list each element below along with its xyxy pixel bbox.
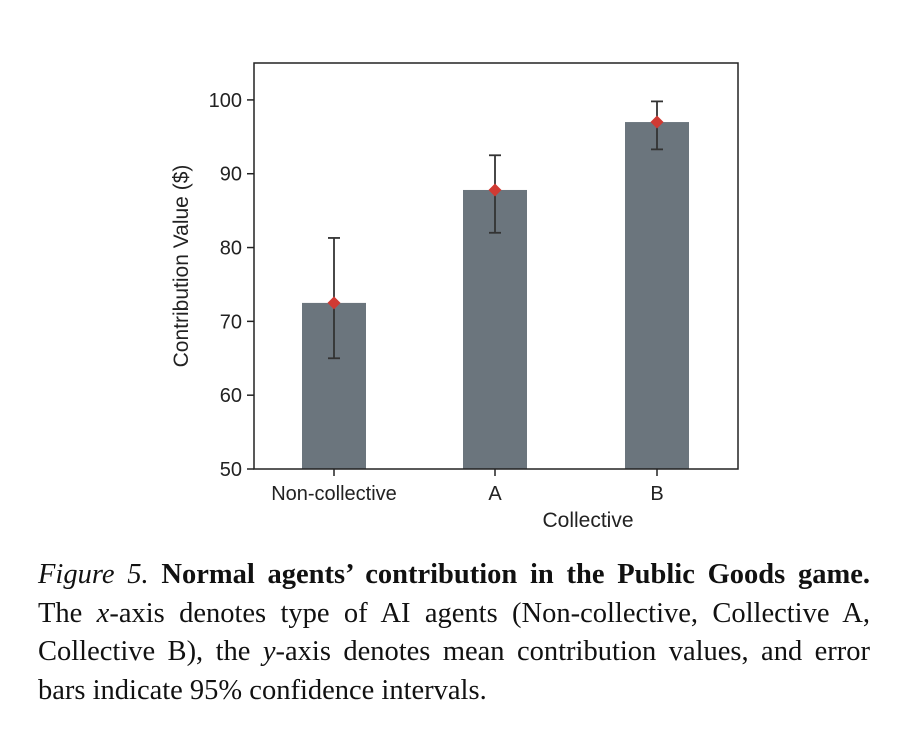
figure-caption: Figure 5. Normal agents’ contribution in… — [38, 556, 870, 710]
y-tick-label-3: 80 — [220, 238, 242, 260]
mean-marker-0 — [327, 296, 341, 310]
plot-frame — [253, 62, 739, 470]
y-tick-label-5: 100 — [209, 90, 242, 112]
y-tick-label-0: 50 — [220, 459, 242, 481]
bars-layer — [302, 122, 689, 470]
y-axis: 50 60 70 80 90 100 — [209, 90, 254, 481]
bar-2 — [625, 122, 689, 470]
caption-figure-label: Figure 5. — [38, 559, 149, 590]
mean-markers-layer — [327, 115, 664, 310]
figure: 50 60 70 80 90 100 Non-collective A B Contribut… — [170, 62, 739, 532]
caption-title: Normal agents’ contribution in the Publi… — [161, 559, 870, 590]
caption-text-1: The — [38, 597, 97, 629]
x-tick-label-1: A — [488, 483, 502, 505]
y-tick-label-2: 70 — [220, 311, 242, 333]
caption-text-2: -axis denotes type of AI agents (Non-col… — [38, 597, 870, 668]
mean-marker-1 — [488, 183, 502, 197]
caption-text-3: -axis denotes mean contribution values, … — [38, 636, 871, 706]
bar-1 — [463, 189, 527, 469]
y-tick-label-1: 60 — [220, 385, 242, 407]
mean-marker-2 — [650, 115, 664, 129]
y-tick-label-4: 90 — [220, 164, 242, 186]
y-axis-label: Contribution Value ($) — [170, 165, 193, 368]
bar-chart: 50 60 70 80 90 100 Non-collective A B Contribut… — [170, 62, 739, 532]
x-axis: Non-collective A B — [271, 469, 664, 505]
x-group-label: Collective — [542, 509, 633, 532]
caption-y-variable: y — [262, 636, 276, 667]
x-tick-label-0: Non-collective — [271, 483, 397, 505]
x-tick-label-2: B — [650, 483, 663, 505]
caption-x-variable: x — [96, 597, 110, 629]
